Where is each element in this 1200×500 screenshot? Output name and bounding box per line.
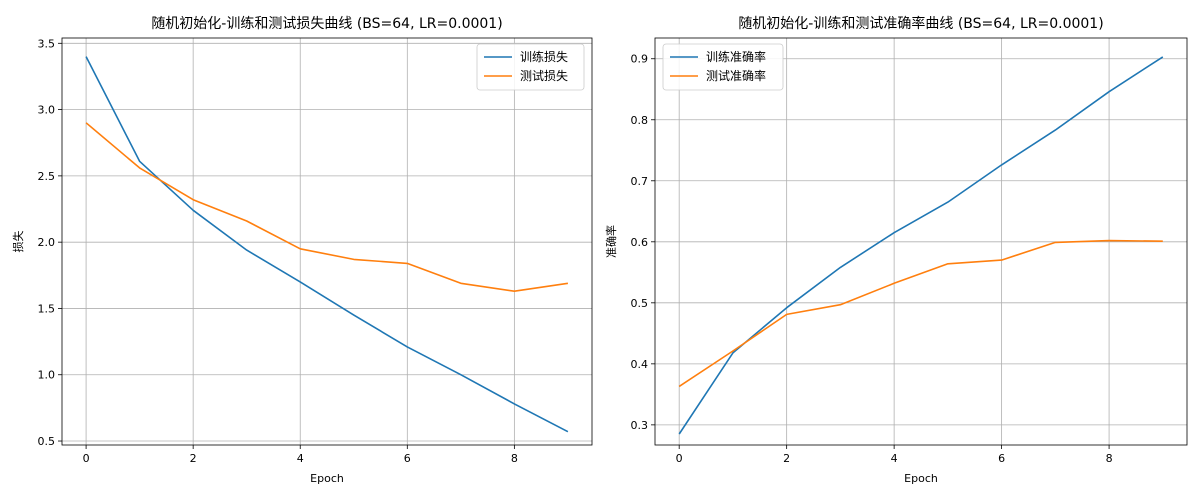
y-tick-label: 0.6 [631, 236, 649, 249]
x-tick-label: 0 [676, 452, 683, 465]
y-tick-label: 1.0 [38, 369, 56, 382]
legend-label-1: 测试准确率 [706, 68, 766, 83]
series-line-1 [678, 239, 1163, 388]
y-tick-label: 3.5 [38, 37, 56, 50]
series-line-1 [85, 122, 569, 293]
legend-label-0: 训练损失 [520, 49, 568, 64]
legend-box [476, 43, 585, 91]
chart-title: 随机初始化-训练和测试损失曲线 (BS=64, LR=0.0001) [151, 15, 502, 32]
x-tick-label: 8 [511, 452, 518, 465]
y-tick-label: 0.7 [631, 175, 649, 188]
x-axis-label: Epoch [310, 472, 344, 485]
x-tick-label: 2 [783, 452, 790, 465]
loss-chart: 0 2 4 6 8 0.5 1.0 1.5 2.0 2.5 3.0 3.5 随机初始化-训练和测试损失曲… [11, 15, 593, 485]
y-axis-label: 损失 [11, 231, 25, 253]
y-tick-label: 0.5 [631, 297, 649, 310]
y-tick-label: 2.0 [38, 236, 56, 249]
y-tick-label: 1.5 [38, 302, 56, 315]
y-tick-label: 0.4 [631, 358, 649, 371]
chart-title: 随机初始化-训练和测试准确率曲线 (BS=64, LR=0.0001) [738, 15, 1103, 32]
legend-box [662, 43, 784, 91]
legend-label-1: 测试损失 [520, 68, 568, 83]
x-tick-label: 6 [404, 452, 411, 465]
accuracy-chart: 0 2 4 6 8 0.3 0.4 0.5 0.6 0.7 0.8 0.9 随机初始化-训练和测试准确率… [604, 15, 1188, 485]
y-tick-label: 3.0 [38, 104, 56, 117]
series-line-0 [678, 56, 1164, 435]
x-tick-label: 8 [1106, 452, 1113, 465]
legend-label-0: 训练准确率 [706, 49, 766, 64]
y-tick-label: 0.9 [631, 53, 649, 66]
series-line-0 [85, 56, 569, 433]
y-tick-label: 0.8 [631, 114, 649, 127]
plot-frame [61, 37, 593, 446]
y-tick-label: 2.5 [38, 170, 56, 183]
y-axis-label: 准确率 [604, 225, 618, 258]
y-tick-label: 0.5 [38, 435, 56, 448]
x-axis-label: Epoch [904, 472, 938, 485]
x-tick-label: 4 [891, 452, 898, 465]
x-tick-label: 4 [297, 452, 304, 465]
x-tick-label: 6 [998, 452, 1005, 465]
y-tick-label: 0.3 [631, 419, 649, 432]
x-tick-label: 0 [83, 452, 90, 465]
x-tick-label: 2 [190, 452, 197, 465]
